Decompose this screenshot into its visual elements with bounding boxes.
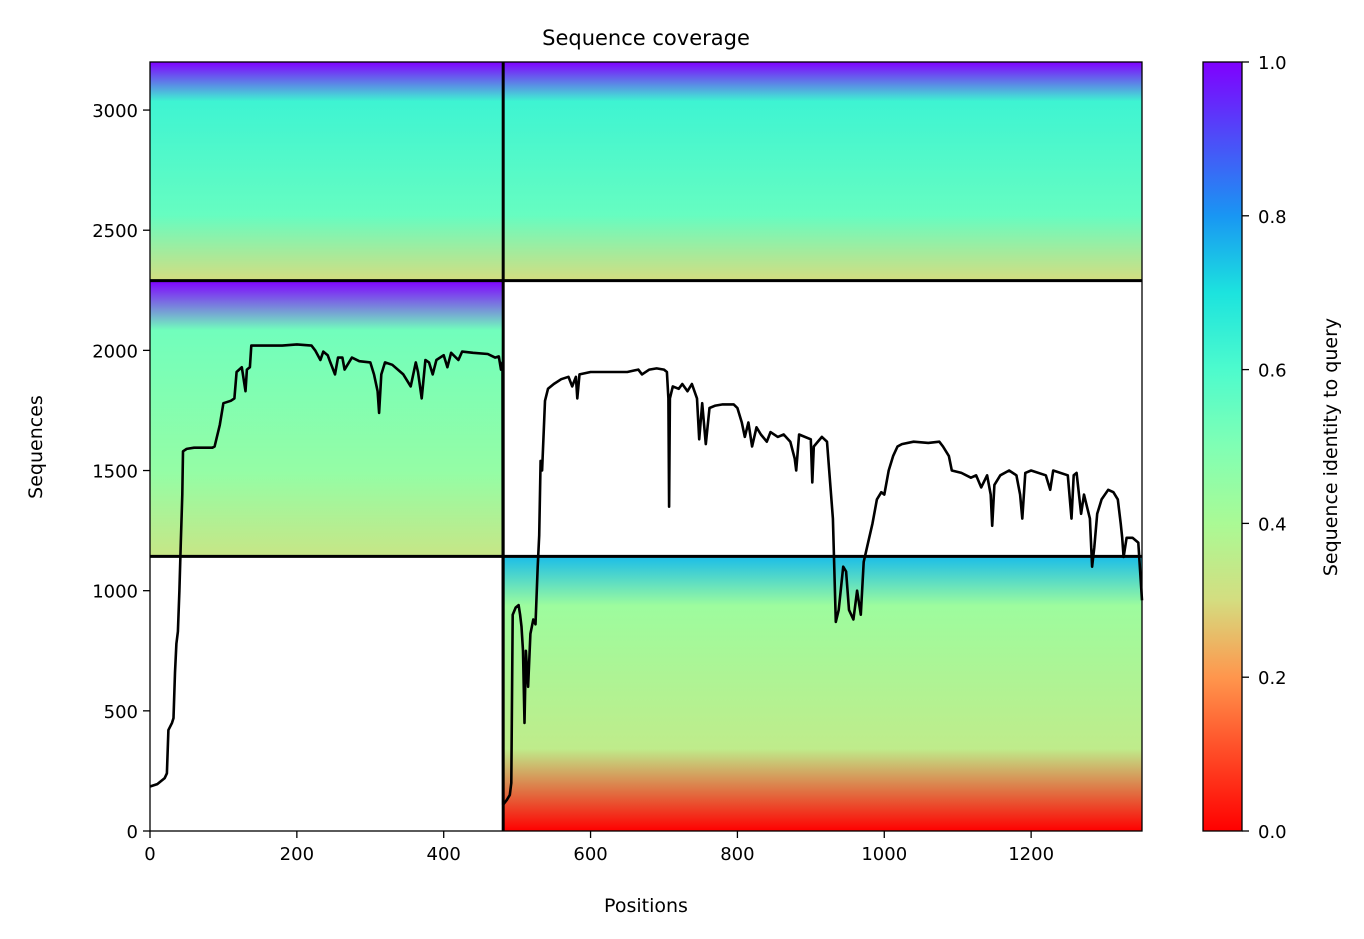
- colorbar-tick-label: 0.6: [1258, 361, 1287, 382]
- x-tick-label: 200: [280, 844, 314, 865]
- colorbar: [1202, 61, 1243, 832]
- colorbar-tick-label: 0.4: [1258, 514, 1287, 535]
- y-tick-label: 2000: [92, 341, 138, 362]
- coverage-line: [149, 343, 1144, 806]
- coverage-blocks: [150, 62, 1142, 831]
- y-tick-label: 500: [104, 702, 138, 723]
- coverage-block-unpaired: [150, 280, 504, 557]
- coverage-block-paired: [503, 62, 1142, 281]
- colorbar-tick-label: 0.0: [1258, 822, 1287, 843]
- coverage-block-unpaired: [503, 556, 1142, 831]
- y-tick-label: 2500: [92, 221, 138, 242]
- x-tick-label: 600: [573, 844, 607, 865]
- colorbar-ticks: 0.0 0.2 0.4 0.6 0.8 1.0: [1242, 53, 1287, 843]
- y-tick-label: 0: [127, 822, 138, 843]
- colorbar-label: Sequence identity to query: [1320, 318, 1342, 576]
- colorbar-tick-label: 0.8: [1258, 207, 1287, 228]
- x-tick-label: 800: [720, 844, 754, 865]
- y-tick-label: 1000: [92, 582, 138, 603]
- colorbar-tick-label: 0.2: [1258, 668, 1287, 689]
- x-axis: 0 200 400 600 800 1000 1200: [144, 831, 1054, 865]
- x-axis-label: Positions: [604, 895, 688, 917]
- colorbar-tick-label: 1.0: [1258, 53, 1287, 74]
- plot-frame: [149, 61, 1143, 832]
- y-axis-label: Sequences: [25, 395, 47, 499]
- x-tick-label: 400: [427, 844, 461, 865]
- y-tick-label: 1500: [92, 462, 138, 483]
- chart-title: Sequence coverage: [542, 26, 750, 50]
- x-tick-label: 0: [144, 844, 155, 865]
- block-dividers: [150, 62, 1142, 831]
- x-tick-label: 1000: [861, 844, 907, 865]
- y-tick-label: 3000: [92, 101, 138, 122]
- x-tick-label: 1200: [1008, 844, 1054, 865]
- coverage-block-paired: [150, 62, 504, 281]
- y-axis: 0 500 1000 1500 2000 2500 3000: [92, 101, 150, 843]
